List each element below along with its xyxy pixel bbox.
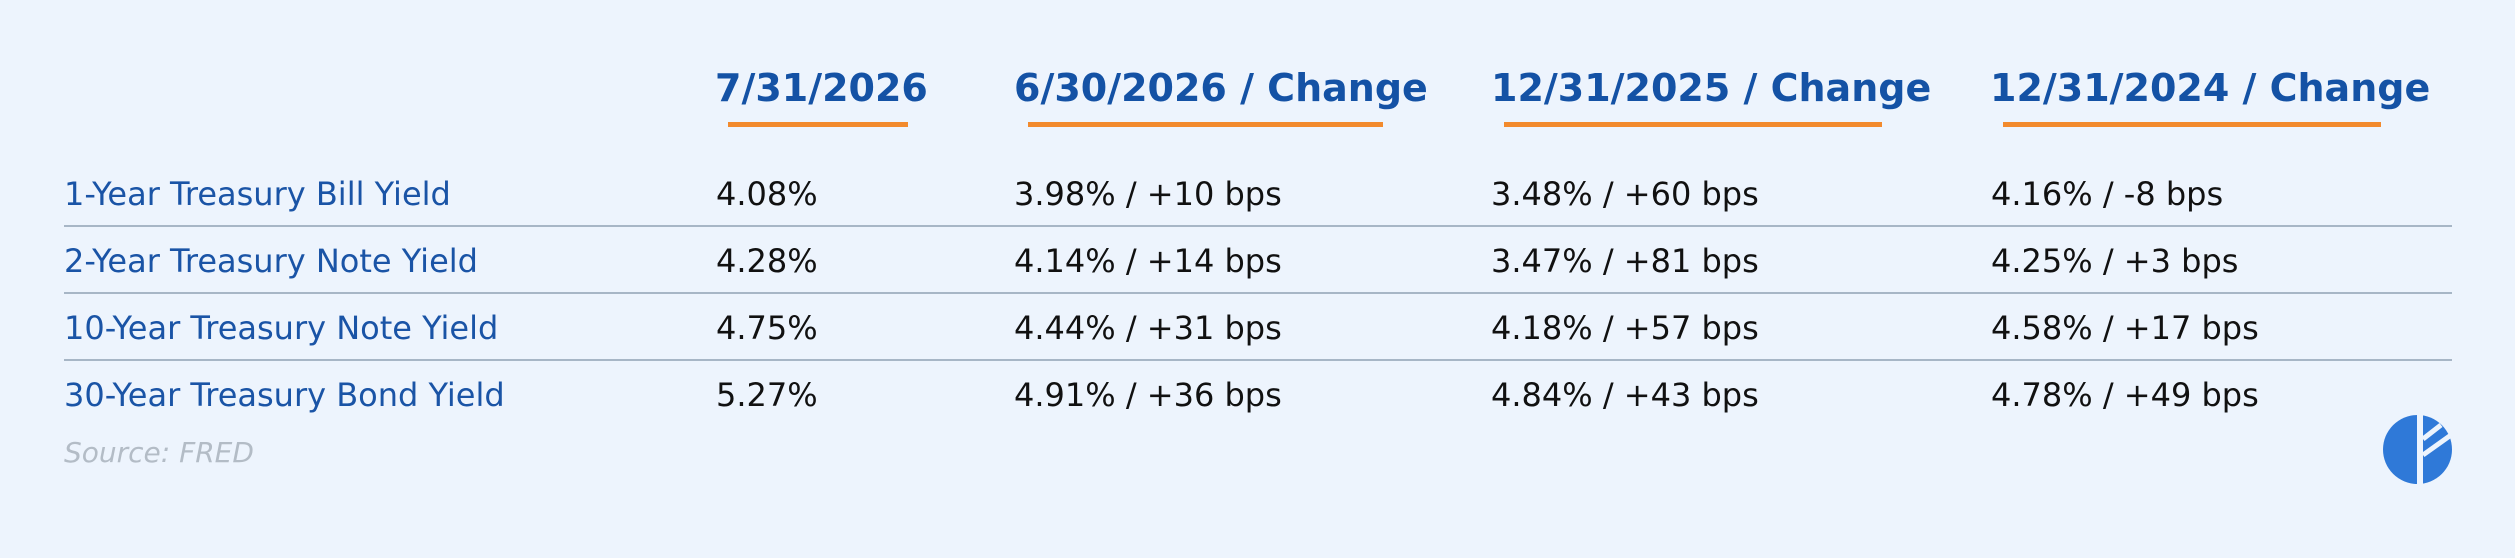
table-cell: 4.75%: [716, 309, 818, 347]
row-label-1-year-treasury-bill: 1-Year Treasury Bill Yield: [64, 175, 451, 213]
source-note: Source: FRED: [64, 436, 254, 469]
table-cell: 4.91% / +36 bps: [1014, 376, 1282, 414]
column-header-12-31-2024-change: 12/31/2024 / Change: [1990, 66, 2431, 110]
table-cell: 3.47% / +81 bps: [1491, 242, 1759, 280]
table-cell: 4.25% / +3 bps: [1991, 242, 2239, 280]
table-cell: 4.84% / +43 bps: [1491, 376, 1759, 414]
table-cell: 4.16% / -8 bps: [1991, 175, 2224, 213]
column-header-12-31-2025-change: 12/31/2025 / Change: [1491, 66, 1932, 110]
row-label-30-year-treasury-bond: 30-Year Treasury Bond Yield: [64, 376, 505, 414]
table-cell: 3.48% / +60 bps: [1491, 175, 1759, 213]
column-header-underline: [1028, 122, 1383, 127]
table-cell: 3.98% / +10 bps: [1014, 175, 1282, 213]
table-cell: 4.14% / +14 bps: [1014, 242, 1282, 280]
row-divider: [64, 292, 2452, 294]
row-divider: [64, 225, 2452, 227]
column-header-underline: [728, 122, 908, 127]
table-cell: 4.08%: [716, 175, 818, 213]
brand-logo-icon: [2383, 411, 2453, 491]
row-label-10-year-treasury-note: 10-Year Treasury Note Yield: [64, 309, 499, 347]
row-divider: [64, 359, 2452, 361]
column-header-6-30-2026-change: 6/30/2026 / Change: [1014, 66, 1428, 110]
row-label-2-year-treasury-note: 2-Year Treasury Note Yield: [64, 242, 478, 280]
table-cell: 4.28%: [716, 242, 818, 280]
column-header-underline: [1504, 122, 1882, 127]
table-cell: 4.58% / +17 bps: [1991, 309, 2259, 347]
column-header-underline: [2003, 122, 2381, 127]
table-cell: 4.78% / +49 bps: [1991, 376, 2259, 414]
column-header-7-31-2026: 7/31/2026: [715, 66, 928, 110]
table-cell: 4.44% / +31 bps: [1014, 309, 1282, 347]
table-cell: 4.18% / +57 bps: [1491, 309, 1759, 347]
table-cell: 5.27%: [716, 376, 818, 414]
